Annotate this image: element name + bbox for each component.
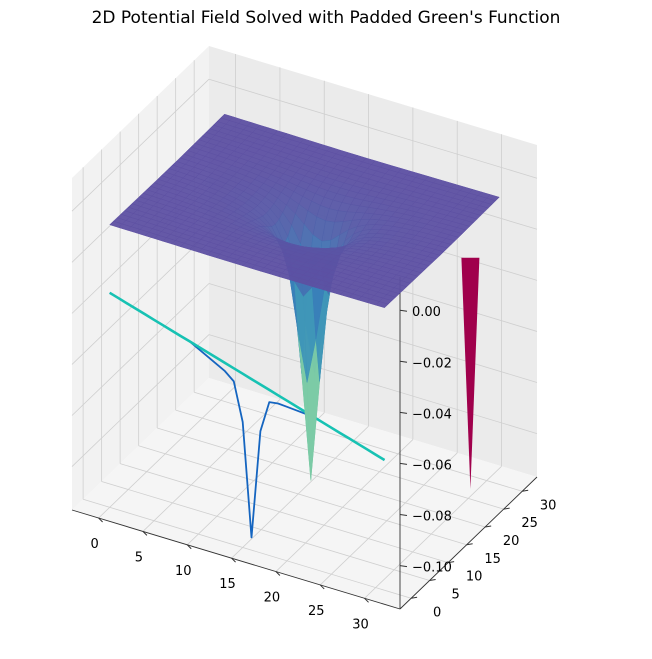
x-tick-mark [142,531,148,536]
axis-lines [71,277,538,610]
wall-spike [461,257,480,489]
left-pane [72,46,209,510]
y-tick-mark [503,507,510,510]
z-grid-back [208,334,538,434]
z-grid-left [71,283,210,416]
z-tick-label: −0.08 [412,510,452,525]
y-grid-floor [194,391,523,492]
x-tick-label: 10 [175,564,192,579]
y-tick-label: 30 [540,498,557,513]
x-tick-mark [275,571,281,576]
z-grid-back [208,78,538,179]
x-grid-floor [231,425,369,559]
x-grid-floor [364,466,502,599]
x-grid-floor [98,385,236,519]
x-tick-mark [98,517,103,523]
z-tick-label: 0.00 [412,305,441,320]
x-tick-label: 5 [135,550,143,565]
z-tick-mark [399,514,408,517]
y-tick-mark [411,596,418,599]
y-grid-floor [157,427,486,528]
y-grid-floor [120,463,449,564]
y-tick-label: 20 [503,534,520,549]
y-grid-floor [175,409,504,510]
y-grid-floor [138,445,467,546]
x-grid-floor [275,439,414,572]
y-tick-label: 10 [466,570,483,585]
z-grid-back [208,283,538,383]
x-tick-label: 15 [219,577,236,592]
y-tick-label: 25 [521,516,538,531]
surface-patch [375,301,389,308]
y-tick-mark [522,489,529,492]
axis-ticks [98,309,529,603]
x-tick-mark [186,544,192,550]
line-series-group [109,291,386,539]
floor-pane [72,378,537,609]
tick-labels: 0510152025300510152025300.00−0.02−0.04−0… [90,305,556,632]
x-grid-floor [319,452,458,586]
y-grid-floor [82,498,412,599]
z-tick-label: −0.02 [412,356,452,371]
z-tick-mark [399,309,408,312]
x-tick-mark [231,557,236,563]
z-tick-label: −0.10 [412,561,452,576]
y-tick-mark [466,543,473,546]
x-grid-floor [142,399,281,532]
x-tick-label: 20 [264,591,281,606]
x-tick-label: 30 [352,617,369,632]
z-grid-left [71,78,210,212]
surface-group [109,113,500,481]
x-tick-mark [364,597,369,603]
y-tick-label: 5 [451,587,459,602]
z-tick-label: −0.06 [412,458,452,473]
x-tick-label: 25 [308,604,325,619]
y-tick-mark [448,561,455,564]
z-tick-mark [399,360,408,363]
z-tick-mark [399,411,408,414]
line-series-1 [109,291,386,462]
x-axis-line [71,509,401,610]
y-tick-mark [429,578,436,581]
z-tick-mark [399,462,408,465]
z-tick-label: −0.04 [412,407,452,422]
wall-spike-group [461,257,480,489]
z-grid-left [71,334,210,467]
y-grid-floor [101,481,430,581]
z-grid-left [71,232,210,365]
x-tick-label: 0 [90,537,98,552]
y-tick-label: 15 [484,552,501,567]
y-axis-line [399,476,538,610]
z-tick-mark [399,565,408,568]
y-tick-label: 0 [433,605,441,620]
y-tick-mark [485,525,492,528]
chart-title: 2D Potential Field Solved with Padded Gr… [91,8,561,28]
x-tick-mark [319,584,325,590]
